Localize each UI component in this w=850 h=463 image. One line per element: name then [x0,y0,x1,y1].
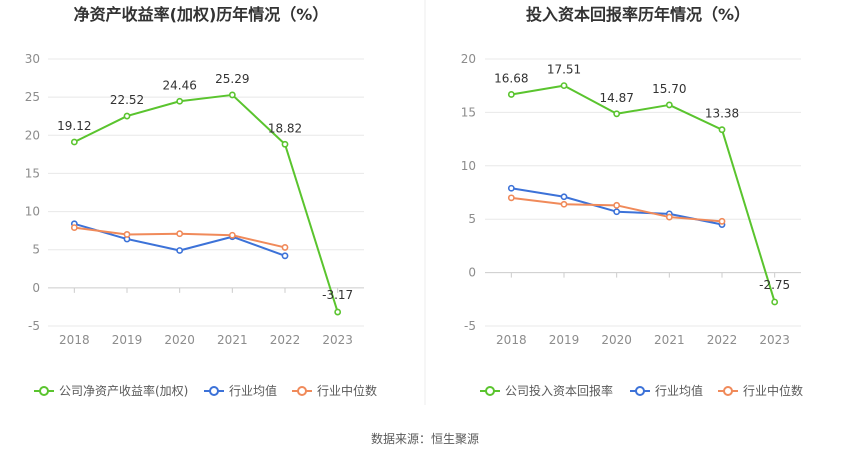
y-tick-label: 15 [25,166,40,180]
data-point [718,126,726,134]
y-tick-label: 5 [32,243,40,257]
data-point [123,231,131,238]
x-tick-label: 2019 [549,333,580,347]
series-line [511,84,776,303]
chart-title: 净资产收益率(加权)历年情况（%） [74,5,329,24]
legend-item[interactable]: 行业均值 [204,383,277,398]
y-tick-label: 5 [468,212,476,226]
legend-marker-icon [485,386,495,396]
data-point [228,91,236,99]
data-point [70,224,78,231]
data-point [228,231,236,239]
legend-label: 行业均值 [229,383,277,398]
y-tick-label: 10 [25,205,40,219]
data-point [281,252,289,260]
data-point [176,97,184,105]
data-point [176,230,184,238]
data-point [281,140,289,148]
legend-marker-icon [297,386,307,396]
y-tick-label: 10 [461,159,476,173]
data-point [507,194,515,202]
legend-label: 行业中位数 [743,383,803,398]
legend-item[interactable]: 行业中位数 [292,383,377,398]
data-label: 13.38 [705,107,739,121]
data-label: 14.87 [599,91,633,105]
data-point [281,244,289,251]
data-label: 19.12 [57,119,91,133]
data-point [665,213,673,221]
x-tick-label: 2020 [601,333,632,347]
y-tick-label: -5 [28,319,40,333]
x-tick-label: 2023 [759,333,790,347]
data-point [613,201,621,209]
x-tick-label: 2019 [112,333,143,347]
x-tick-label: 2018 [496,333,527,347]
data-point [334,308,342,316]
legend-marker-icon [209,386,219,396]
data-point [70,138,78,146]
data-point [176,247,184,254]
data-point [718,217,726,225]
source-label: 数据来源：恒生聚源 [371,431,479,446]
data-point [123,112,131,120]
data-point [613,208,621,216]
x-tick-label: 2022 [707,333,738,347]
x-tick-label: 2023 [322,333,353,347]
data-point [613,110,621,118]
chart-2: 投入资本回报率历年情况（%） -5 0 5 10 15 20 2018 2019 2020 2021… [461,5,803,398]
y-tick-label: 30 [25,52,40,66]
y-tick-label: 0 [468,266,476,280]
x-tick-label: 2021 [654,333,685,347]
y-tick-label: -5 [464,319,476,333]
data-point [507,184,515,192]
data-label: 24.46 [162,78,196,92]
y-tick-label: 20 [25,128,40,142]
legend-marker-icon [39,386,49,396]
x-tick-label: 2020 [164,333,195,347]
legend-item[interactable]: 行业中位数 [718,383,803,398]
x-tick-label: 2018 [59,333,90,347]
legend-label: 公司净资产收益率(加权) [59,383,188,398]
legend-label: 行业中位数 [317,383,377,398]
legend-item[interactable]: 行业均值 [630,383,703,398]
x-tick-label: 2021 [217,333,248,347]
legend-label: 公司投入资本回报率 [505,383,613,398]
data-point [560,200,568,208]
data-label: -2.75 [759,278,790,292]
data-label: 22.52 [110,93,144,107]
y-tick-label: 20 [461,52,476,66]
x-tick-label: 2022 [270,333,301,347]
y-tick-label: 0 [32,281,40,295]
data-point [771,298,779,306]
data-label: -3.17 [322,288,353,302]
legend-marker-icon [635,386,645,396]
legend-label: 行业均值 [655,383,703,398]
y-tick-label: 15 [461,105,476,119]
data-label: 18.82 [268,121,302,135]
legend-item[interactable]: 公司投入资本回报率 [480,383,613,398]
series-line [73,93,339,313]
legend-item[interactable]: 公司净资产收益率(加权) [34,383,188,398]
y-tick-label: 25 [25,90,40,104]
chart-title: 投入资本回报率历年情况（%） [526,5,750,24]
data-label: 25.29 [215,72,249,86]
data-point [560,193,568,201]
chart-1: 净资产收益率(加权)历年情况（%） -5 0 5 10 15 20 25 30 2018 2019 2… [25,5,377,398]
data-point [665,101,673,109]
data-label: 17.51 [547,63,581,77]
legend-marker-icon [723,386,733,396]
data-label: 16.68 [494,71,528,85]
data-point [560,82,568,89]
data-point [507,91,515,98]
data-label: 15.70 [652,82,686,96]
